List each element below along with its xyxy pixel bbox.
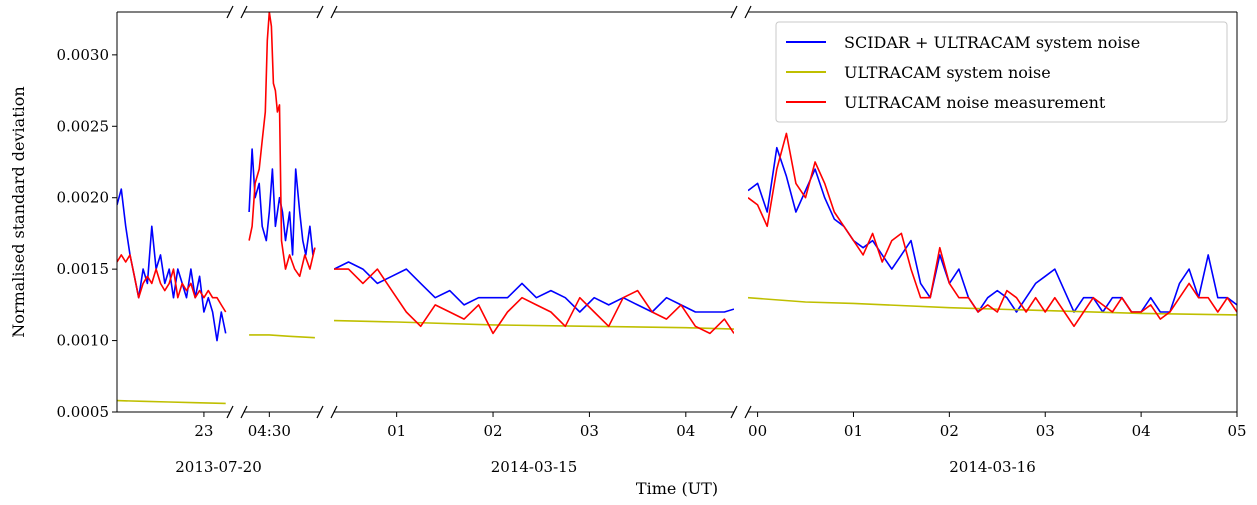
x-tick-label: 03 xyxy=(1036,422,1055,440)
axis-break-mark xyxy=(316,5,324,19)
date-label: 2014-03-15 xyxy=(491,458,577,476)
x-tick-label: 01 xyxy=(844,422,863,440)
x-tick-label: 04 xyxy=(676,422,695,440)
series-line-yellow-panel-1 xyxy=(249,334,315,339)
panel-3-series xyxy=(748,132,1237,328)
axis-break-mark xyxy=(730,405,738,419)
legend: SCIDAR + ULTRACAM system noise ULTRACAM s… xyxy=(775,21,1228,123)
x-tick-label: 03 xyxy=(580,422,599,440)
x-tick-label: 00 xyxy=(748,422,767,440)
axis-break-mark xyxy=(744,405,752,419)
axis-break-mark xyxy=(330,5,338,19)
plot-layer xyxy=(117,12,1237,405)
x-tick-label: 23 xyxy=(194,422,213,440)
axis-break-mark xyxy=(316,405,324,419)
series-line-yellow-panel-0 xyxy=(117,399,226,405)
y-tick-label: 0.0005 xyxy=(57,403,110,421)
y-tick-label: 0.0030 xyxy=(57,46,110,64)
y-tick-label: 0.0010 xyxy=(57,332,110,350)
axis-layer: 23 04:30 01 02 03 04 00 01 02 03 04 05 2013-07-20 201… xyxy=(57,5,1247,476)
axis-break-mark xyxy=(240,405,248,419)
x-tick-label: 01 xyxy=(387,422,406,440)
date-label: 2014-03-16 xyxy=(949,458,1035,476)
series-line-yellow-panel-2 xyxy=(334,319,734,330)
axis-break-mark xyxy=(744,5,752,19)
series-line-red-panel-0 xyxy=(117,254,227,313)
series-line-yellow-panel-3 xyxy=(748,296,1237,316)
y-tick-label: 0.0020 xyxy=(57,189,110,207)
x-tick-label: 04 xyxy=(1132,422,1151,440)
axis-break-mark xyxy=(240,5,248,19)
series-line-red-panel-3 xyxy=(748,132,1237,328)
legend-frame xyxy=(775,21,1228,123)
legend-entry-label: ULTRACAM noise measurement xyxy=(844,93,1106,112)
series-line-red-panel-1 xyxy=(248,12,316,278)
series-line-blue-panel-1 xyxy=(248,148,316,256)
legend-entry-label: ULTRACAM system noise xyxy=(844,63,1051,82)
x-tick-label: 05 xyxy=(1227,422,1246,440)
x-axis-label: Time (UT) xyxy=(636,479,718,498)
panel-1-series xyxy=(248,12,316,339)
series-line-blue-panel-2 xyxy=(334,261,734,313)
x-tick-label: 02 xyxy=(940,422,959,440)
axis-break-mark xyxy=(330,405,338,419)
series-line-blue-panel-3 xyxy=(748,146,1237,313)
axis-break-mark xyxy=(730,5,738,19)
x-tick-label: 02 xyxy=(483,422,502,440)
panel-2-series xyxy=(334,261,734,335)
axis-break-mark xyxy=(226,405,234,419)
axis-break-mark xyxy=(226,5,234,19)
y-tick-label: 0.0015 xyxy=(57,260,110,278)
y-tick-label: 0.0025 xyxy=(57,117,110,135)
x-tick-label: 04:30 xyxy=(248,422,291,440)
panel-0-series xyxy=(117,188,227,405)
series-line-red-panel-2 xyxy=(334,268,734,335)
date-label: 2013-07-20 xyxy=(175,458,261,476)
legend-entry-label: SCIDAR + ULTRACAM system noise xyxy=(844,33,1140,52)
y-axis-label: Normalised standard deviation xyxy=(9,86,28,337)
series-line-blue-panel-0 xyxy=(117,188,227,342)
